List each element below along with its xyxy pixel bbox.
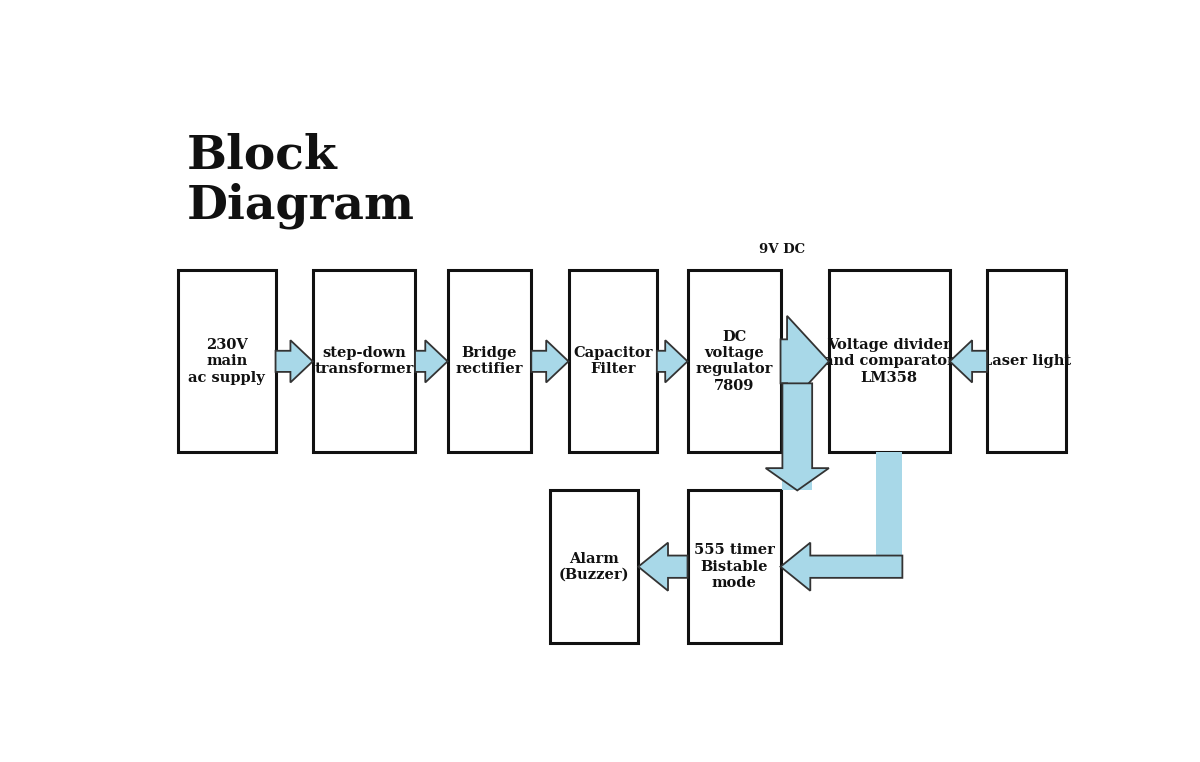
Bar xyxy=(688,491,780,643)
Bar xyxy=(986,271,1066,453)
Text: Capacitor
Filter: Capacitor Filter xyxy=(572,346,653,376)
Polygon shape xyxy=(532,340,569,383)
Text: Block
Diagram: Block Diagram xyxy=(187,133,415,229)
Polygon shape xyxy=(638,543,688,591)
Polygon shape xyxy=(415,340,448,383)
Text: Voltage divider
and comparator
LM358: Voltage divider and comparator LM358 xyxy=(824,338,955,385)
Text: Bridge
rectifier: Bridge rectifier xyxy=(456,346,523,376)
Text: 230V
main
ac supply: 230V main ac supply xyxy=(188,338,265,385)
Text: 9V DC: 9V DC xyxy=(760,243,805,256)
Bar xyxy=(688,271,780,453)
Polygon shape xyxy=(950,340,986,383)
Polygon shape xyxy=(276,340,313,383)
Text: Laser light: Laser light xyxy=(982,354,1072,368)
Bar xyxy=(876,453,902,567)
Bar xyxy=(313,271,415,453)
Text: Alarm
(Buzzer): Alarm (Buzzer) xyxy=(559,552,629,582)
Polygon shape xyxy=(656,340,688,383)
Polygon shape xyxy=(780,543,902,591)
Polygon shape xyxy=(780,316,829,407)
Bar xyxy=(569,271,656,453)
Bar xyxy=(178,271,276,453)
Bar xyxy=(829,271,950,453)
Bar xyxy=(448,271,532,453)
Text: 555 timer
Bistable
mode: 555 timer Bistable mode xyxy=(694,543,774,590)
Bar xyxy=(550,491,638,643)
Polygon shape xyxy=(766,383,829,491)
Text: DC
voltage
regulator
7809: DC voltage regulator 7809 xyxy=(695,330,773,392)
Bar xyxy=(782,383,812,491)
Text: step-down
transformer: step-down transformer xyxy=(314,346,414,376)
